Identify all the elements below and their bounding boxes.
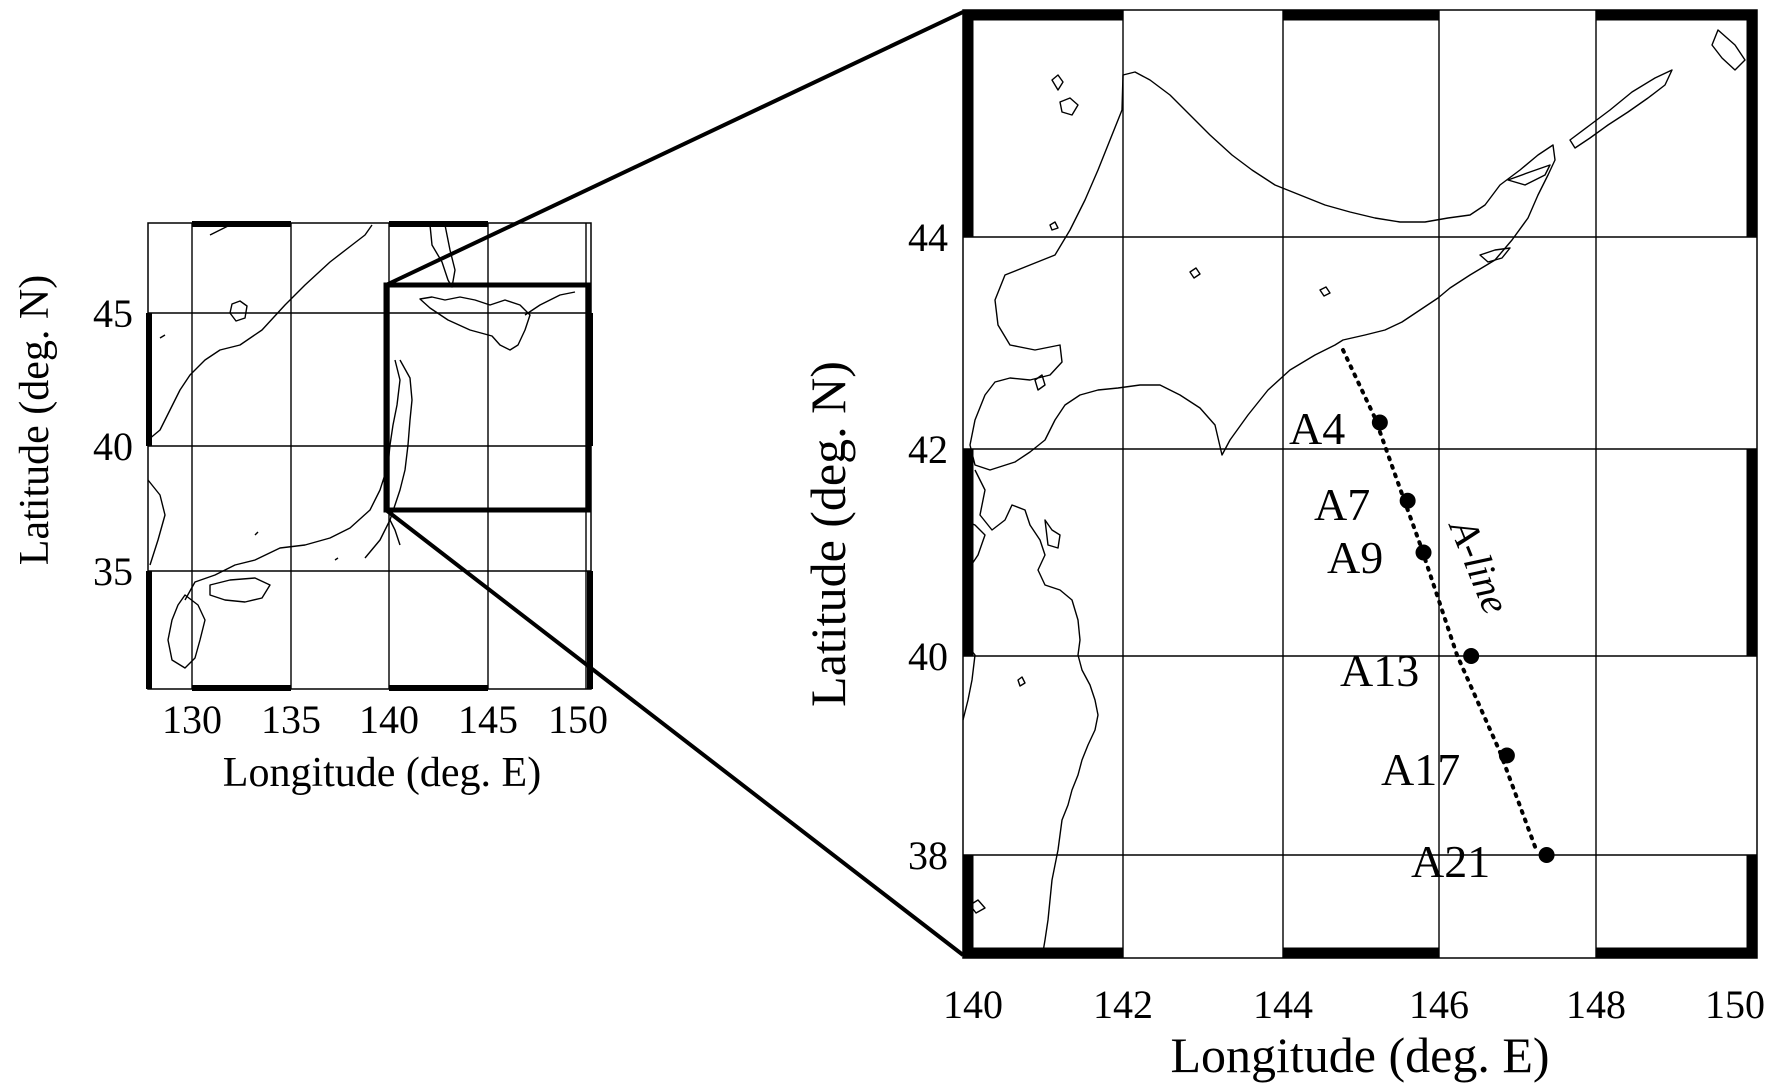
station-label-a17: A17: [1381, 744, 1460, 795]
station-label-a21: A21: [1411, 836, 1490, 887]
detail-x-axis-label: Longitude (deg. E): [1170, 1027, 1549, 1083]
overview-y-tick: 45: [93, 291, 133, 336]
station-labels: A4 A7 A9 A13 A17 A21 A-line: [1289, 403, 1519, 887]
detail-x-tick: 148: [1566, 982, 1626, 1027]
overview-x-tick: 150: [548, 697, 608, 742]
detail-map: A4 A7 A9 A13 A17 A21 A-line 140 142 144 …: [800, 9, 1765, 1083]
station-track: [1341, 348, 1555, 863]
overview-map: 130 135 140 145 150 45 40 35 Longitude (…: [12, 221, 608, 796]
detail-y-ticks: 44 42 40 38: [908, 215, 948, 878]
station-label-a9: A9: [1327, 532, 1383, 583]
detail-x-tick: 150: [1705, 982, 1765, 1027]
overview-x-axis-label: Longitude (deg. E): [223, 750, 541, 796]
detail-y-tick: 40: [908, 634, 948, 679]
station-marker-a7: [1399, 492, 1416, 509]
overview-frame-bars: [146, 221, 593, 691]
detail-grid: [963, 10, 1757, 958]
overview-x-tick: 130: [162, 697, 222, 742]
overview-y-tick: 40: [93, 424, 133, 469]
detail-y-tick: 42: [908, 427, 948, 472]
station-marker-a9: [1415, 544, 1432, 561]
station-label-a13: A13: [1340, 645, 1419, 696]
detail-coastlines: [962, 29, 1746, 959]
detail-y-tick: 38: [908, 833, 948, 878]
overview-y-axis-label: Latitude (deg. N): [12, 275, 58, 565]
zoom-connector-lines: [384, 10, 965, 957]
detail-x-tick: 144: [1253, 982, 1313, 1027]
detail-y-tick: 44: [908, 215, 948, 260]
overview-x-ticks: 130 135 140 145 150: [162, 697, 608, 742]
detail-x-tick: 140: [943, 982, 1003, 1027]
station-label-a7: A7: [1314, 479, 1370, 530]
overview-coastlines: [147, 224, 576, 669]
station-marker-a4: [1371, 414, 1388, 431]
station-marker-a13: [1463, 648, 1480, 664]
overview-x-tick: 135: [261, 697, 321, 742]
station-marker-a17: [1498, 747, 1515, 764]
detail-y-axis-label: Latitude (deg. N): [800, 361, 856, 707]
station-label-a4: A4: [1289, 403, 1345, 454]
detail-x-tick: 146: [1409, 982, 1469, 1027]
detail-x-ticks: 140 142 144 146 148 150: [943, 982, 1765, 1027]
detail-x-tick: 142: [1093, 982, 1153, 1027]
overview-y-ticks: 45 40 35: [93, 291, 133, 594]
station-marker-a21: [1538, 847, 1555, 863]
overview-y-tick: 35: [93, 549, 133, 594]
overview-x-tick: 140: [359, 697, 419, 742]
overview-region-highlight: [383, 282, 592, 513]
a-line-label: A-line: [1440, 510, 1519, 620]
overview-x-tick: 145: [458, 697, 518, 742]
